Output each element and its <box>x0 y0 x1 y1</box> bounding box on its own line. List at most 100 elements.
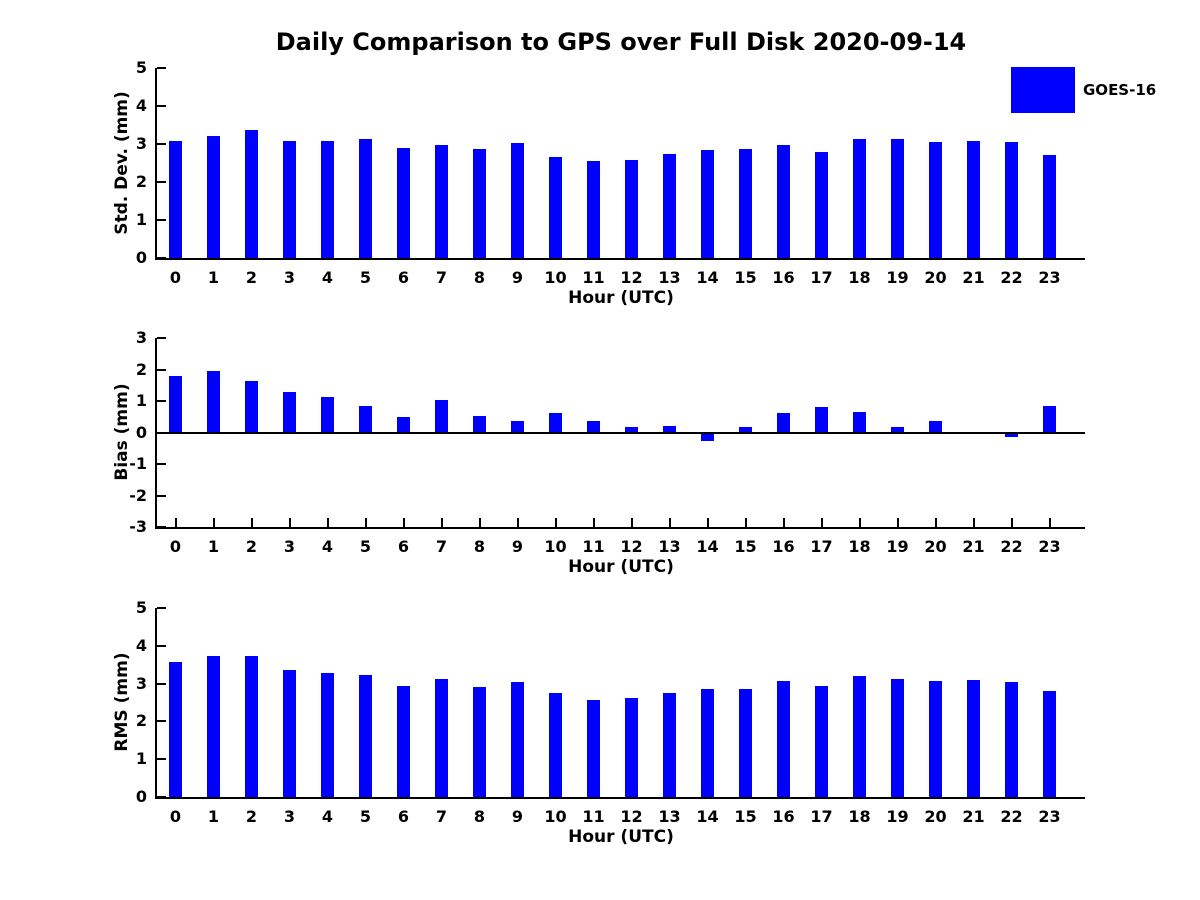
x-tick-label: 19 <box>886 537 909 556</box>
zero-line <box>157 431 1085 434</box>
x-tick-label: 8 <box>473 268 486 287</box>
chart-title: Daily Comparison to GPS over Full Disk 2… <box>275 28 967 56</box>
bar <box>891 678 904 797</box>
x-tick <box>782 518 785 527</box>
x-tick-label: 23 <box>1038 537 1061 556</box>
x-tick-label: 17 <box>810 268 833 287</box>
x-tick <box>1048 518 1051 527</box>
x-tick-label: 18 <box>848 537 871 556</box>
x-tick-label: 10 <box>544 268 567 287</box>
y-tick <box>157 400 166 402</box>
y-tick <box>157 181 166 183</box>
y-tick <box>157 796 166 798</box>
bar <box>435 145 448 258</box>
x-tick-label: 16 <box>772 807 795 826</box>
bar <box>549 156 562 258</box>
y-tick-label: 1 <box>135 749 147 769</box>
x-tick-label: 16 <box>772 537 795 556</box>
bar <box>549 412 562 433</box>
bar <box>511 142 524 258</box>
x-tick-label: 4 <box>321 807 334 826</box>
bar <box>739 148 752 258</box>
x-tick <box>516 518 519 527</box>
bar <box>359 139 372 258</box>
y-tick-label: -1 <box>129 454 147 473</box>
bar <box>1005 681 1018 797</box>
bar <box>777 681 790 797</box>
x-tick-label: 7 <box>435 268 448 287</box>
x-tick-label: 10 <box>544 807 567 826</box>
y-tick-label: 1 <box>135 210 147 229</box>
y-tick-label: 0 <box>135 787 147 806</box>
bar <box>587 161 600 258</box>
x-tick-label: 14 <box>696 807 719 826</box>
bar <box>777 412 790 433</box>
y-tick-label: 0 <box>135 248 147 267</box>
bar <box>321 673 334 797</box>
x-tick <box>478 518 481 527</box>
y-tick <box>157 526 166 528</box>
x-tick-label: 6 <box>397 268 410 287</box>
bar <box>435 400 448 433</box>
bar <box>169 375 182 433</box>
bar <box>397 147 410 258</box>
x-tick-label: 3 <box>283 537 296 556</box>
x-tick <box>212 518 215 527</box>
x-tick-label: 5 <box>359 537 372 556</box>
bar <box>587 420 600 433</box>
x-tick-label: 9 <box>511 268 524 287</box>
y-tick-label: 5 <box>135 598 147 617</box>
x-tick <box>858 518 861 527</box>
x-tick-label: 1 <box>207 807 220 826</box>
x-tick <box>1010 518 1013 527</box>
x-tick <box>440 518 443 527</box>
bar <box>929 141 942 258</box>
bar <box>511 421 524 433</box>
legend: GOES-16 <box>1011 67 1156 113</box>
bar <box>739 688 752 797</box>
x-tick-label: 23 <box>1038 268 1061 287</box>
bar <box>853 411 866 433</box>
x-tick <box>554 518 557 527</box>
bar <box>169 661 182 797</box>
x-tick-label: 15 <box>734 268 757 287</box>
bar <box>511 681 524 797</box>
bar <box>929 421 942 433</box>
x-tick-label: 0 <box>169 268 182 287</box>
x-tick-label: 17 <box>810 807 833 826</box>
x-tick-label: 20 <box>924 807 947 826</box>
x-tick-label: 21 <box>962 268 985 287</box>
x-axis-label-stddev: Hour (UTC) <box>568 288 674 308</box>
x-axis-spine <box>155 527 1085 529</box>
bar <box>283 391 296 433</box>
x-tick-label: 13 <box>658 807 681 826</box>
x-tick-label: 21 <box>962 807 985 826</box>
bar <box>967 679 980 797</box>
x-tick-label: 2 <box>245 537 258 556</box>
y-tick-label: 3 <box>135 134 147 153</box>
bar <box>321 396 334 433</box>
bar <box>663 692 676 797</box>
bar <box>853 675 866 797</box>
x-tick-label: 0 <box>169 537 182 556</box>
x-tick-label: 13 <box>658 268 681 287</box>
x-tick-label: 18 <box>848 268 871 287</box>
bar <box>853 138 866 258</box>
bar <box>891 427 904 433</box>
x-tick-label: 14 <box>696 268 719 287</box>
bar <box>473 686 486 797</box>
x-tick-label: 6 <box>397 807 410 826</box>
bar <box>207 656 220 797</box>
bar <box>625 159 638 258</box>
y-tick <box>157 607 166 609</box>
bar <box>701 432 714 441</box>
y-tick-label: 2 <box>135 711 147 731</box>
y-axis-spine <box>155 608 157 799</box>
y-tick-label: 5 <box>135 58 147 77</box>
x-tick <box>326 518 329 527</box>
x-tick-label: 7 <box>435 537 448 556</box>
y-tick-label: 4 <box>135 635 147 655</box>
x-tick-label: 1 <box>207 537 220 556</box>
x-tick-label: 19 <box>886 268 909 287</box>
bar <box>701 688 714 797</box>
